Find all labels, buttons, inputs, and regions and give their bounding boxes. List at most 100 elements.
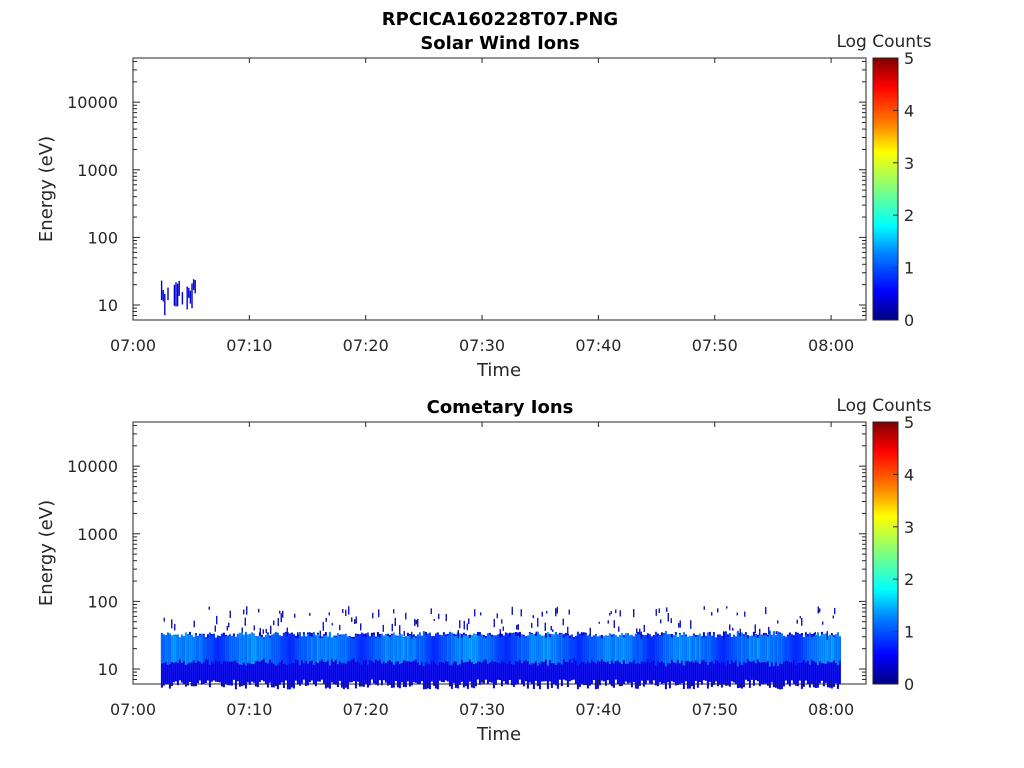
spectrogram-cell — [405, 612, 407, 620]
spectrogram-cell — [777, 620, 779, 624]
spectrogram-cell — [280, 613, 282, 623]
spectrogram-cell — [382, 624, 384, 632]
spectrogram-cell — [254, 636, 257, 687]
spectrogram-cell — [618, 635, 621, 663]
spectrogram-cell — [676, 637, 679, 660]
spectrogram-cell — [262, 638, 265, 659]
x-tick-label: 07:10 — [226, 700, 272, 719]
x-tick-label: 07:20 — [343, 336, 389, 355]
spectrogram-cell — [567, 626, 569, 635]
spectrogram-cell — [616, 636, 619, 661]
spectrogram-cell — [420, 635, 423, 662]
spectrogram-cell — [619, 610, 621, 617]
spectrogram-cell — [650, 636, 653, 661]
spectrogram-cell — [162, 634, 165, 663]
spectrogram-cell — [208, 632, 211, 665]
spectrogram-cell — [262, 637, 265, 682]
spectrogram-cell — [501, 619, 503, 624]
spectrogram-cell — [566, 635, 569, 663]
spectrogram-cell — [552, 634, 555, 664]
x-tick-label: 07:30 — [459, 336, 505, 355]
spectrogram-cell — [322, 635, 325, 662]
spectrogram-cell — [806, 636, 809, 661]
spectrogram-cell — [204, 638, 207, 659]
spectrogram-cell — [350, 638, 353, 660]
spectrogram-cell — [346, 637, 349, 690]
spectrogram-cell — [243, 609, 245, 615]
spectrogram-cell — [534, 635, 537, 662]
spectrogram-cell — [493, 618, 495, 628]
spectrogram-cell — [434, 633, 437, 664]
spectrogram-cell — [522, 635, 525, 662]
spectrogram-cell — [432, 635, 435, 662]
spectrogram-cell — [252, 633, 255, 664]
colorbar-tick-label: 0 — [904, 675, 914, 694]
spectrogram-cell — [602, 636, 605, 662]
spectrogram-cell — [350, 636, 353, 683]
spectrogram-cell — [706, 632, 709, 665]
spectrogram-cell — [544, 637, 547, 660]
spectrogram-cell — [430, 636, 433, 661]
spectrogram-cell — [162, 290, 164, 302]
spectrogram-cell — [786, 636, 789, 662]
spectrogram-cell — [538, 634, 541, 663]
spectrogram-cell — [355, 616, 357, 624]
spectrogram-cell — [274, 631, 277, 666]
spectrogram-cell — [656, 636, 659, 661]
spectrogram-cell — [712, 633, 715, 664]
spectrogram-cell — [826, 636, 829, 688]
spectrogram-cell — [630, 634, 633, 663]
spectrogram-cell — [416, 634, 419, 663]
spectrogram-cell — [480, 612, 482, 616]
spectrogram-cell — [722, 635, 725, 662]
spectrogram-cell — [226, 626, 228, 631]
spectrogram-cell — [752, 636, 755, 661]
spectrogram-cell — [726, 606, 728, 609]
spectrogram-cell — [191, 283, 193, 309]
spectrogram-cell — [426, 633, 429, 664]
spectrogram-cell — [248, 633, 251, 664]
spectrogram-cell — [589, 627, 591, 636]
spectrogram-cell — [541, 611, 543, 617]
spectrogram-cell — [212, 634, 215, 664]
spectrogram-cell — [500, 636, 503, 661]
spectrogram-cell — [634, 633, 637, 664]
spectrogram-cell — [476, 635, 479, 662]
spectrogram-cell — [739, 628, 741, 636]
spectrogram-cell — [517, 624, 519, 630]
spectrogram-cell — [740, 632, 743, 665]
spectrogram-cell — [590, 637, 593, 661]
spectrogram-cell — [272, 633, 275, 664]
figure-title: RPCICA160228T07.PNG — [382, 9, 618, 30]
spectrogram-cell — [190, 634, 193, 663]
spectrogram-cell — [394, 617, 396, 626]
spectrogram-data — [160, 606, 841, 690]
spectrogram-cell — [398, 633, 401, 665]
spectrogram-cell — [204, 637, 207, 683]
spectrogram-cell — [348, 636, 351, 662]
spectrogram-cell — [826, 635, 829, 662]
spectrogram-cell — [270, 625, 272, 634]
spectrogram-cell — [754, 633, 757, 664]
spectrogram-cell — [624, 633, 627, 664]
spectrogram-cell — [726, 636, 729, 661]
spectrogram-cell — [520, 634, 523, 664]
spectrogram-cell — [270, 634, 273, 663]
x-axis-label: Time — [476, 360, 521, 381]
spectrogram-cell — [782, 635, 785, 662]
spectrogram-cell — [186, 633, 189, 664]
spectrogram-cell — [415, 620, 417, 625]
spectrogram-cell — [448, 631, 451, 666]
y-ticks: 10 100 1000 10000 — [67, 60, 866, 321]
spectrogram-cell — [457, 630, 459, 639]
spectrogram-cell — [640, 631, 642, 640]
spectrogram-cell — [550, 634, 553, 664]
spectrogram-cell — [590, 636, 593, 684]
spectrogram-cell — [229, 610, 231, 618]
spectrogram-cell — [472, 633, 475, 664]
spectrogram-cell — [192, 279, 195, 290]
spectrogram-cell — [438, 613, 440, 620]
spectrogram-cell — [402, 637, 405, 687]
spectrogram-cell — [638, 633, 641, 664]
spectrogram-cell — [544, 622, 546, 631]
